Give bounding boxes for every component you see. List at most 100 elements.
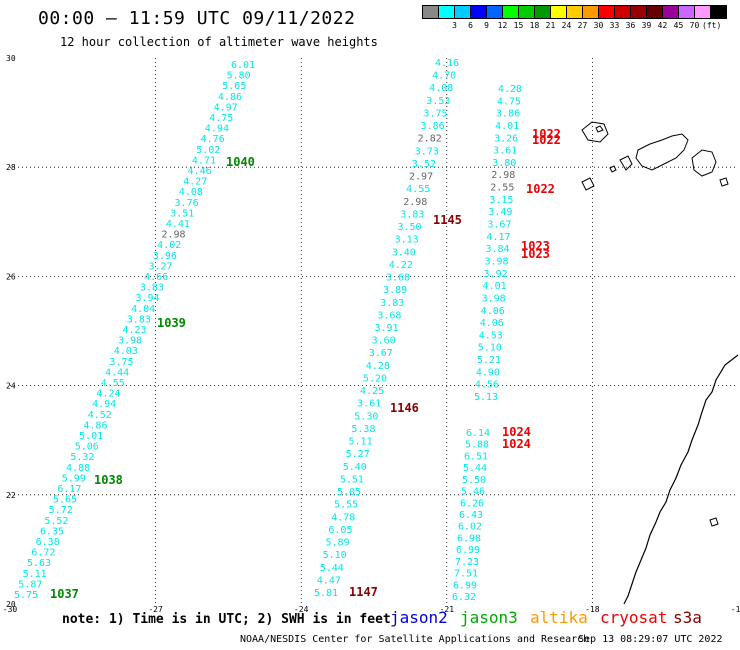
swh-value: 6.98 (457, 533, 481, 544)
swh-value: 5.38 (351, 424, 375, 435)
swh-value: 3.40 (392, 247, 416, 258)
swh-value: 4.06 (480, 318, 504, 329)
legend-label: 15 (513, 21, 524, 30)
swh-value: 5.06 (75, 442, 99, 453)
swh-value: 4.03 (114, 346, 138, 357)
x-tick-label: -24 (294, 605, 309, 614)
swh-value: 5.21 (477, 355, 501, 366)
swh-value: 6.38 (36, 537, 60, 548)
legend-label: 36 (625, 21, 636, 30)
color-legend: 3 6 9 12 15 18 21 24 27 30 33 36 39 42 45 70 (ft) (422, 5, 727, 33)
swh-value: 4.46 (188, 166, 212, 177)
pass-time-label: 1145 (433, 213, 462, 227)
swh-value: 4.28 (366, 361, 390, 372)
satellite-cryosat: cryosat (600, 608, 668, 627)
swh-value: 4.08 (179, 187, 203, 198)
swh-value: 3.67 (487, 220, 511, 231)
pass-time-label: 1040 (226, 155, 255, 169)
legend-label: 9 (484, 21, 489, 30)
swh-value: 3.27 (148, 261, 172, 272)
swh-value: 5.05 (337, 487, 361, 498)
pass-time-label: 1022 (532, 127, 561, 141)
swh-value: 5.46 (461, 487, 485, 498)
swh-value: 5.13 (474, 392, 498, 403)
x-tick-label: -15 (731, 605, 740, 614)
satellite-s3a: s3a (673, 608, 702, 627)
swh-value: 4.24 (96, 389, 120, 400)
swh-value: 4.52 (88, 410, 112, 421)
swh-value: 5.02 (196, 145, 220, 156)
swh-value: 4.53 (479, 330, 503, 341)
swh-value: 5.63 (27, 558, 51, 569)
swh-value: 3.83 (127, 314, 151, 325)
swh-value: 3.75 (423, 108, 447, 119)
swh-value: 5.01 (79, 431, 103, 442)
swh-value: 4.06 (481, 306, 505, 317)
swh-value: 6.14 (466, 428, 490, 439)
swh-value: 5.52 (44, 516, 68, 527)
legend-label: 42 (657, 21, 668, 30)
chart-title: 00:00 – 11:59 UTC 09/11/2022 (38, 8, 356, 29)
y-tick-label: 28 (6, 163, 16, 172)
swh-value: 3.75 (109, 357, 133, 368)
legend-label: 3 (452, 21, 457, 30)
y-tick-label: 30 (6, 54, 16, 63)
pass-time-label: 1022 (526, 182, 555, 196)
swh-value: 3.84 (485, 244, 509, 255)
swh-value: 7.23 (455, 557, 479, 568)
swh-value: 6.51 (464, 451, 488, 462)
swh-value: 6.26 (460, 498, 484, 509)
swh-value: 4.44 (105, 367, 129, 378)
y-tick-label: 20 (6, 600, 16, 609)
swh-value: 5.10 (323, 550, 347, 561)
swh-value: 4.75 (209, 113, 233, 124)
swh-value: 4.01 (483, 281, 507, 292)
chart-subtitle: 12 hour collection of altimeter wave hei… (60, 35, 378, 49)
swh-value: 4.28 (498, 84, 522, 95)
swh-value: 2.98 (162, 230, 186, 241)
island-outline (719, 177, 729, 187)
swh-value: 3.98 (118, 336, 142, 347)
swh-value: 3.73 (415, 146, 439, 157)
swh-value: 3.60 (372, 336, 396, 347)
swh-value: 4.75 (497, 96, 521, 107)
swh-value: 3.50 (398, 222, 422, 233)
y-tick-label: 22 (6, 491, 16, 500)
swh-value: 4.55 (101, 378, 125, 389)
swh-value: 6.99 (456, 545, 480, 556)
legend-labels: 3 6 9 12 15 18 21 24 27 30 33 36 39 42 45 70 (ft) (422, 19, 726, 33)
swh-value: 4.02 (157, 240, 181, 251)
swh-value: 4.97 (214, 102, 238, 113)
swh-value: 3.83 (380, 298, 404, 309)
swh-value: 3.86 (496, 109, 520, 120)
x-tick-label: -27 (148, 605, 163, 614)
swh-value: 3.86 (421, 121, 445, 132)
swh-value: 5.87 (18, 579, 42, 590)
swh-value: 5.65 (222, 81, 246, 92)
credit-text: NOAA/NESDIS Center for Satellite Applica… (240, 634, 590, 645)
swh-value: 3.52 (412, 159, 436, 170)
swh-value: 4.17 (486, 232, 510, 243)
note-text: note: 1) Time is in UTC; 2) SWH is in fe… (62, 612, 391, 627)
coastline (623, 354, 739, 605)
swh-value: 5.11 (23, 569, 47, 580)
legend-label: 12 (497, 21, 508, 30)
swh-value: 3.26 (494, 133, 518, 144)
satellite-altika: altika (530, 608, 588, 627)
swh-value: 5.44 (320, 563, 344, 574)
swh-value: 5.80 (227, 71, 251, 82)
swh-value: 4.47 (317, 575, 341, 586)
legend-label: 30 (593, 21, 604, 30)
swh-value: 4.16 (435, 58, 459, 69)
swh-value: 4.94 (205, 124, 229, 135)
swh-value: 6.72 (31, 548, 55, 559)
swh-value: 3.96 (153, 251, 177, 262)
legend-label: 24 (561, 21, 572, 30)
swh-value: 5.10 (478, 343, 502, 354)
y-tick-label: 26 (6, 272, 16, 281)
swh-value: 6.01 (231, 60, 255, 71)
swh-value: 3.61 (493, 146, 517, 157)
swh-value: 4.94 (92, 399, 116, 410)
swh-value: 5.40 (343, 462, 367, 473)
